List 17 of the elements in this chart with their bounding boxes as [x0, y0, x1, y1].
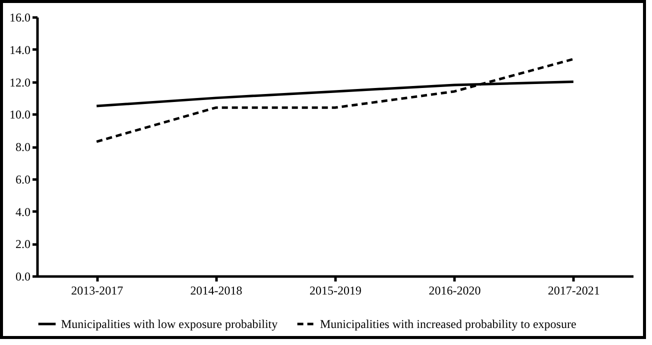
legend-label: Municipalities with low exposure probability — [61, 317, 278, 331]
x-tick-label: 2013-2017 — [71, 284, 124, 298]
x-tick-label: 2014-2018 — [190, 284, 242, 298]
y-tick-label: 4.0 — [16, 204, 30, 219]
y-tick-label: 0.0 — [16, 270, 30, 284]
y-tick-label: 16.0 — [10, 10, 30, 24]
x-tick-label: 2015-2019 — [310, 284, 362, 298]
y-tick-label: 8.0 — [16, 140, 30, 154]
x-tick-label: 2016-2020 — [428, 284, 481, 298]
line-series — [95, 58, 575, 143]
y-tick-label: 2.0 — [16, 237, 30, 252]
y-tick-label: 6.0 — [16, 172, 30, 186]
y-tick-label: 10.0 — [10, 108, 30, 122]
x-tick-label: 2017-2021 — [548, 284, 600, 298]
legend-label: Municipalities with increased probability to exposure — [320, 317, 576, 331]
y-tick-label: 14.0 — [10, 42, 30, 57]
y-tick-label: 12.0 — [10, 75, 30, 90]
